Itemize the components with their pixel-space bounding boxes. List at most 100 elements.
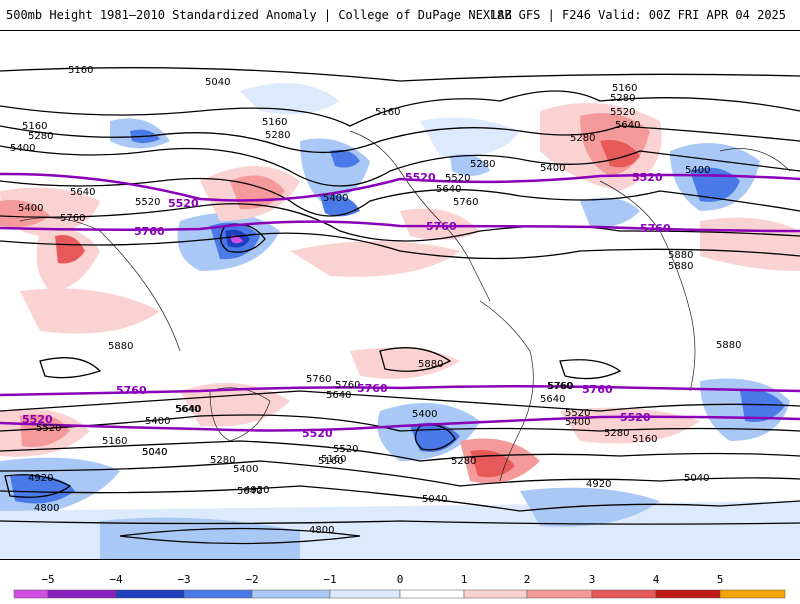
contour-label: 5040 [684,473,709,484]
contour-label: 5880 [418,359,443,370]
contour-label: 5400 [323,193,348,204]
contour-label: 5520 [610,107,635,118]
weather-map: 5160 5040 5160 5280 5400 5160 5280 5400 … [0,65,800,559]
colorbar-tick: −2 [245,573,258,586]
contour-label: 5160 [22,121,47,132]
purple-label: 5760 [426,220,457,233]
contour-label: 5760 [548,381,573,392]
contour-label: 5640 [615,120,640,131]
contour-label: 4800 [34,503,59,514]
purple-label: 5520 [405,171,436,184]
colorbar-tick: 5 [717,573,724,586]
contour-label: 5040 [142,447,167,458]
contour-label: 5520 [445,173,470,184]
contour-label: 5280 [451,456,476,467]
contour-label: 5160 [102,436,127,447]
contour-label: 5400 [233,464,258,475]
contour-label: 5400 [565,417,590,428]
colorbar-tick: −4 [109,573,123,586]
header-bar: 500mb Height 1981–2010 Standardized Anom… [0,0,800,30]
contour-label: 5160 [318,456,343,467]
contour-label: 5520 [333,444,358,455]
colorbar-swatches [13,589,786,599]
contour-label: 5760 [335,380,360,391]
colorbar-tick: 3 [589,573,596,586]
purple-label: 5520 [632,171,663,184]
colorbar-swatch [463,589,528,599]
contour-label: 5640 [175,404,200,415]
purple-label: 5520 [168,197,199,210]
contour-label: 5760 [453,197,478,208]
colorbar-swatch [115,589,185,599]
colorbar-svg: −5 −4 −3 −2 −1 0 1 2 3 4 5 [13,573,786,599]
contour-label: 5640 [540,394,565,405]
contour-label: 5640 [436,184,461,195]
contour-label: 4800 [309,525,334,536]
contour-label: 5280 [470,159,495,170]
colorbar-swatch [591,589,657,599]
purple-label: 5520 [620,411,651,424]
contour-label: 5400 [18,203,43,214]
contour-label: 5520 [36,423,61,434]
contour-label: 5160 [68,65,93,76]
contour-label: 4920 [244,485,269,496]
contour-label: 5880 [716,340,741,351]
contour-label: 5400 [685,165,710,176]
purple-label: 5760 [116,384,147,397]
colorbar-tick: 0 [397,573,404,586]
purple-label: 5520 [22,413,53,426]
contour-label: 5280 [265,130,290,141]
colorbar-swatch [526,589,593,599]
contour-label: 5280 [28,131,53,142]
contour-label: 5280 [570,133,595,144]
contour-label: 5040 [205,77,230,88]
contour-label: 5880 [668,250,693,261]
contour-label: 5160 [612,83,637,94]
contour-label: 5760 [547,381,572,392]
purple-label: 5760 [134,225,165,238]
map-panel[interactable]: 5160 5040 5160 5280 5400 5160 5280 5400 … [0,30,800,560]
contour-label: 5400 [540,163,565,174]
contour-label: 5160 [321,454,346,465]
colorbar-swatch [399,589,465,599]
contour-label: 5280 [610,93,635,104]
purple-label: 5760 [640,222,671,235]
contour-label: 5400 [145,416,170,427]
contour-label: 4920 [586,479,611,490]
colorbar-swatch [47,589,117,599]
contour-label: 5280 [210,455,235,466]
colorbar-tick: −3 [177,573,190,586]
contour-label: 5040 [237,486,262,497]
contour-label: 5520 [565,408,590,419]
colorbar-swatch [13,589,49,599]
anomaly-colorbar: −5 −4 −3 −2 −1 0 1 2 3 4 5 [0,566,800,600]
contour-label: 5160 [632,434,657,445]
colorbar-swatch [251,589,331,599]
colorbar-tick: 1 [461,573,468,586]
contour-label: 5880 [668,261,693,272]
model-run-info: 18Z GFS | F246 Valid: 00Z FRI APR 04 202… [489,8,786,22]
height-contours [0,67,800,545]
contour-label: 5040 [142,447,167,458]
colorbar-swatch [655,589,721,599]
purple-contour-labels: 5520 5520 5520 5760 5760 5760 5760 5760 … [22,171,671,440]
colorbar-tick: 2 [524,573,531,586]
contour-label: 5760 [306,374,331,385]
contour-label: 5160 [262,117,287,128]
colorbar-tick: −5 [41,573,54,586]
contour-label: 5280 [604,428,629,439]
contour-label: 5640 [70,187,95,198]
contour-label: 5160 [375,107,400,118]
contour-label: 5400 [10,143,35,154]
colorbar-ticks: −5 −4 −3 −2 −1 0 1 2 3 4 5 [41,573,723,586]
purple-contours [0,172,800,432]
colorbar-tick: 4 [653,573,660,586]
colorbar-swatch [183,589,253,599]
contour-label: 5040 [422,494,447,505]
contour-label: 4920 [28,473,53,484]
contour-label: 5640 [326,390,351,401]
map-title: 500mb Height 1981–2010 Standardized Anom… [6,8,512,22]
contour-labels: 5160 5040 5160 5280 5400 5160 5280 5400 … [10,65,741,536]
contour-label: 5760 [60,213,85,224]
contour-label: 5400 [412,409,437,420]
